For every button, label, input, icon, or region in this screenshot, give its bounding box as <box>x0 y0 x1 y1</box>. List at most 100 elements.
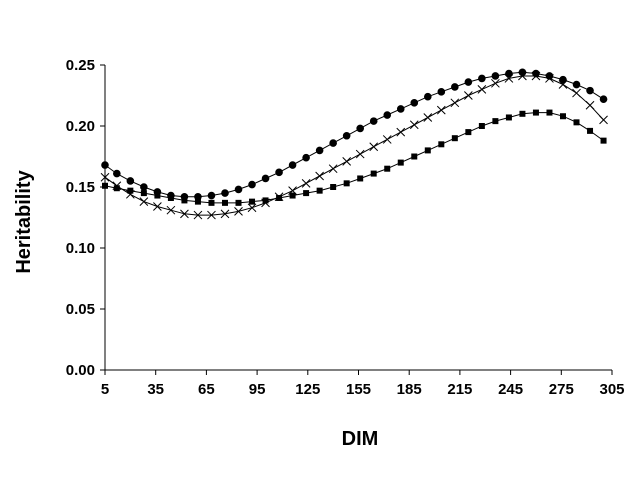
data-point <box>154 192 161 199</box>
data-point <box>221 189 229 197</box>
data-point <box>545 74 554 83</box>
data-point <box>249 198 256 205</box>
data-point <box>451 83 459 91</box>
series-2-line <box>104 75 604 216</box>
data-point <box>247 203 257 213</box>
series-1 <box>101 68 608 201</box>
data-point <box>518 68 527 77</box>
series-2 <box>100 71 608 220</box>
data-point <box>207 210 216 220</box>
data-point <box>572 80 581 89</box>
data-point <box>384 165 391 172</box>
data-point <box>382 135 392 144</box>
data-point <box>330 184 337 190</box>
data-point <box>220 209 230 219</box>
data-point <box>342 157 352 166</box>
data-point <box>328 164 338 174</box>
data-point <box>140 190 147 197</box>
data-point <box>302 153 310 162</box>
axes <box>100 64 613 375</box>
data-point <box>301 178 311 188</box>
data-point <box>464 78 473 86</box>
data-point <box>411 153 418 160</box>
data-point <box>465 129 472 136</box>
x-tick-label: 65 <box>198 381 215 398</box>
data-point <box>587 127 594 134</box>
data-point <box>261 174 270 183</box>
data-point <box>357 175 364 182</box>
data-point <box>234 207 243 216</box>
data-point <box>180 209 189 219</box>
x-tick-label: 215 <box>447 381 472 398</box>
data-point <box>383 111 392 119</box>
data-point <box>342 131 351 140</box>
data-point <box>343 180 350 187</box>
data-point <box>546 109 553 116</box>
data-point <box>423 92 432 101</box>
x-tick-label: 5 <box>101 381 109 398</box>
data-point <box>100 172 110 182</box>
data-point <box>127 187 134 194</box>
data-point <box>559 113 566 120</box>
series-layer <box>100 68 608 220</box>
data-point <box>437 88 446 96</box>
x-tick-label: 35 <box>147 381 164 398</box>
data-point <box>505 114 512 121</box>
data-point <box>477 85 487 94</box>
data-point <box>532 109 539 116</box>
data-point <box>478 123 485 129</box>
data-point <box>102 182 108 189</box>
data-point <box>436 105 446 115</box>
data-point <box>558 80 568 89</box>
data-point <box>438 141 445 148</box>
data-point <box>600 137 607 144</box>
data-point <box>409 120 419 130</box>
data-point <box>369 142 379 152</box>
data-point <box>492 118 499 125</box>
data-point <box>519 110 526 117</box>
x-tick-label: 275 <box>549 381 574 398</box>
data-point <box>315 171 324 181</box>
y-tick-label: 0.10 <box>66 240 95 257</box>
data-point <box>450 98 460 108</box>
data-point <box>491 72 500 80</box>
x-tick-label: 185 <box>397 381 422 398</box>
data-point <box>221 199 228 206</box>
data-point <box>194 198 201 205</box>
data-point <box>397 159 404 166</box>
data-point <box>234 185 243 194</box>
data-point <box>532 69 540 78</box>
data-point <box>531 71 541 81</box>
data-point <box>207 191 216 200</box>
tick-labels: 5 35 65 95 125 155 185 215 245 275 305 0.00 0.05 0.10… <box>66 57 625 398</box>
data-point <box>126 177 135 185</box>
data-point <box>193 210 203 220</box>
data-point <box>491 78 500 88</box>
data-point <box>315 146 324 155</box>
y-tick-label: 0.05 <box>66 301 95 318</box>
series-1-line <box>104 71 604 198</box>
y-tick-label: 0.15 <box>66 179 95 196</box>
x-axis-title: DIM <box>342 428 379 450</box>
data-point <box>166 205 176 215</box>
x-tick-label: 125 <box>295 381 320 398</box>
y-tick-label: 0.00 <box>66 362 95 379</box>
x-tick-label: 95 <box>249 381 266 398</box>
data-point <box>262 197 269 204</box>
data-point <box>289 192 296 199</box>
data-point <box>101 161 109 169</box>
data-point <box>505 69 513 78</box>
data-point <box>599 95 608 103</box>
data-point <box>208 199 215 206</box>
data-point <box>167 194 174 201</box>
data-point <box>355 149 365 159</box>
data-point <box>181 197 188 204</box>
y-tick-label: 0.20 <box>66 118 95 135</box>
data-point <box>370 170 377 177</box>
x-tick-label: 305 <box>599 381 624 398</box>
data-point <box>451 135 458 142</box>
data-point <box>396 127 406 137</box>
data-point <box>316 187 323 194</box>
data-point <box>586 86 594 95</box>
